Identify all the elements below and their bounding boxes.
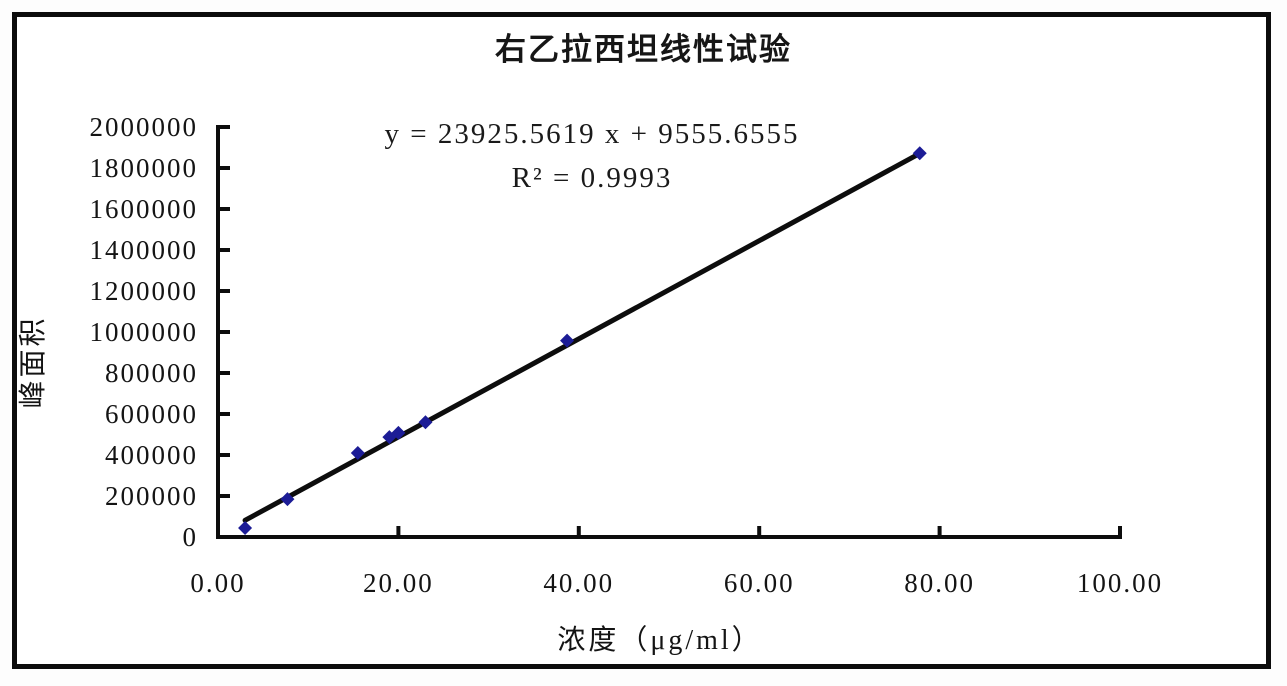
x-axis-title: 浓度（μg/ml）: [557, 624, 762, 656]
y-tick-label: 1200000: [90, 276, 199, 306]
y-tick-label: 800000: [105, 358, 198, 388]
trend-line: [242, 150, 923, 523]
x-tick-label: 100.00: [1077, 568, 1163, 598]
equation-block: y = 23925.5619 x + 9555.6555 R² = 0.9993: [242, 112, 942, 200]
y-tick-label: 400000: [105, 440, 198, 470]
y-tick-label: 600000: [105, 399, 198, 429]
x-tick-label: 0.00: [190, 568, 245, 598]
y-tick-label: 1000000: [90, 317, 199, 347]
x-tick-label: 80.00: [904, 568, 975, 598]
data-point: [280, 492, 295, 507]
data-point: [912, 146, 927, 161]
y-tick-label: 1800000: [90, 153, 199, 183]
y-axis-title: 峰面积: [17, 315, 49, 408]
data-point: [350, 445, 365, 460]
trendline-equation: y = 23925.5619 x + 9555.6555: [384, 118, 800, 150]
chart-outer-border: [12, 12, 1271, 669]
y-tick-label: 1600000: [90, 194, 199, 224]
y-tick-label: 1400000: [90, 235, 199, 265]
x-tick-label: 40.00: [543, 568, 614, 598]
r-squared-value: R² = 0.9993: [511, 162, 673, 194]
data-point: [418, 415, 433, 430]
x-tick-label: 60.00: [724, 568, 795, 598]
x-tick-label: 20.00: [363, 568, 434, 598]
y-tick-label: 2000000: [90, 112, 199, 142]
data-point: [560, 333, 575, 348]
y-tick-label: 0: [183, 522, 199, 552]
chart-title: 右乙拉西坦线性试验: [495, 32, 792, 67]
data-point: [238, 520, 253, 535]
data-point: [391, 425, 406, 440]
y-tick-label: 200000: [105, 481, 198, 511]
